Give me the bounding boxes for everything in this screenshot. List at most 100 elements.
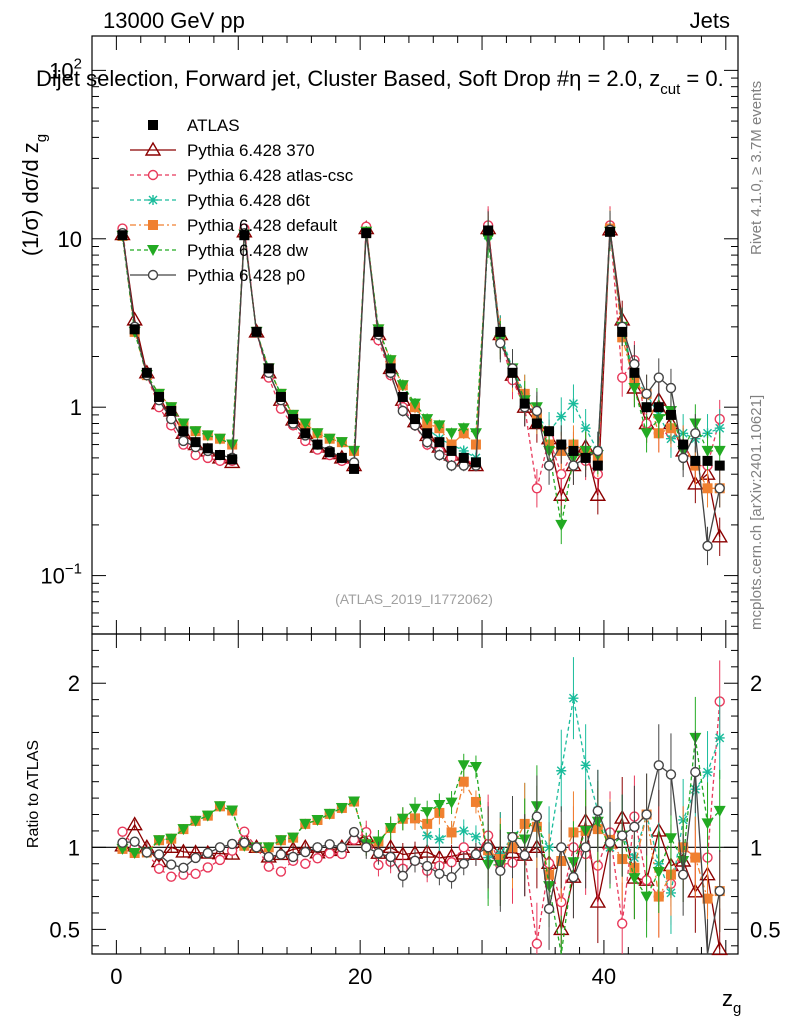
point-pythia-6-428-370 [553, 486, 570, 501]
ratio-line-pythia-6-428-atlas-csc [121, 701, 721, 944]
jets-label: Jets [690, 8, 730, 33]
ratio-point-pythia-6-428-p0 [604, 837, 616, 849]
point-atlas [665, 409, 676, 420]
point-pythia-6-428-p0 [665, 382, 677, 394]
ratio-point-pythia-6-428-p0 [714, 885, 725, 897]
ratio-point-pythia-6-428-p0 [324, 839, 335, 850]
point-atlas [361, 228, 372, 239]
point-atlas [690, 455, 701, 466]
legend-label: Pythia 6.428 p0 [187, 266, 305, 285]
x-tick-label: 0 [110, 964, 122, 989]
ratio-point-pythia-6-428-dw [409, 803, 421, 815]
point-pythia-6-428-p0 [677, 452, 689, 464]
ratio-point-pythia-6-428-p0 [336, 842, 348, 853]
series-layer [114, 206, 728, 566]
ratio-point-pythia-6-428-dw [262, 842, 275, 854]
legend-label: ATLAS [187, 116, 240, 135]
point-pythia-6-428-p0 [421, 436, 433, 448]
legend-marker [148, 220, 158, 230]
point-atlas [251, 326, 262, 337]
ratio-point-pythia-6-428-p0 [348, 826, 360, 838]
point-atlas [519, 398, 530, 409]
ratio-point-pythia-6-428-p0 [178, 862, 189, 874]
ratio-point-pythia-6-428-atlas-csc [263, 861, 274, 872]
point-atlas [397, 391, 408, 402]
point-pythia-6-428-dw [457, 423, 470, 435]
ratio-point-pythia-6-428-d6t [458, 825, 469, 836]
ratio-point-pythia-6-428-dw [445, 797, 458, 809]
ratio-point-pythia-6-428-dw [628, 873, 641, 885]
legend-label: Pythia 6.428 atlas-csc [187, 166, 354, 185]
point-pythia-6-428-atlas-csc [531, 483, 543, 494]
rivet-version-label: Rivet 4.1.0, ≥ 3.7M events [748, 81, 765, 255]
ratio-point-pythia-6-428-atlas-csc [300, 858, 311, 869]
ratio-point-pythia-6-428-p0 [592, 805, 604, 817]
ratio-point-pythia-6-428-p0 [166, 859, 177, 870]
point-atlas [544, 426, 555, 437]
ratio-point-pythia-6-428-p0 [190, 852, 201, 864]
point-pythia-6-428-p0 [653, 372, 664, 383]
point-pythia-6-428-dw [445, 428, 458, 440]
ratio-point-pythia-6-428-default [422, 818, 433, 829]
ratio-point-pythia-6-428-p0 [446, 871, 457, 883]
ratio-point-pythia-6-428-p0 [117, 837, 128, 848]
ratio-point-pythia-6-428-p0 [653, 760, 664, 771]
ratio-point-pythia-6-428-p0 [629, 821, 640, 833]
main-y-tick-base: 10 [49, 58, 73, 83]
point-atlas [312, 439, 323, 450]
point-pythia-6-428-dw [311, 428, 324, 440]
ratio-point-pythia-6-428-dw [287, 832, 300, 844]
legend-label: Pythia 6.428 dw [187, 241, 309, 260]
ratio-point-pythia-6-428-d6t [568, 693, 579, 704]
ratio-point-pythia-6-428-dw [396, 813, 409, 825]
ratio-point-pythia-6-428-atlas-csc [166, 871, 177, 882]
point-atlas [190, 437, 201, 448]
point-atlas [507, 367, 518, 378]
ratio-point-pythia-6-428-atlas-csc [153, 863, 165, 874]
legend-label: Pythia 6.428 default [187, 216, 338, 235]
point-atlas [275, 391, 286, 402]
energy-label: 13000 GeV pp [103, 8, 245, 33]
ratio-point-pythia-6-428-dw [469, 762, 482, 774]
legend-marker [144, 141, 162, 156]
point-pythia-6-428-dw [299, 418, 312, 430]
main-y-tick-base: 10 [40, 564, 64, 589]
plot-title: Dijet selection, Forward jet, Cluster Ba… [36, 66, 724, 98]
point-pythia-6-428-p0 [543, 460, 555, 471]
point-pythia-6-428-p0 [714, 483, 725, 494]
ratio-point-pythia-6-428-dw [664, 833, 677, 845]
point-pythia-6-428-dw [701, 445, 714, 457]
point-pythia-6-428-dw [201, 430, 214, 442]
reference-layer [117, 225, 725, 474]
point-atlas [154, 391, 165, 402]
point-atlas [568, 445, 579, 456]
ratio-point-pythia-6-428-atlas-csc [202, 862, 213, 873]
main-y-tick-exponent: 2 [74, 55, 82, 72]
ratio-point-pythia-6-428-atlas-csc [214, 854, 226, 866]
ratio-point-pythia-6-428-atlas-csc [275, 866, 287, 877]
point-atlas [629, 367, 640, 378]
ratio-point-pythia-6-428-p0 [373, 847, 384, 859]
ratio-point-pythia-6-428-dw [201, 810, 214, 822]
point-atlas [592, 460, 603, 471]
ratio-point-pythia-6-428-p0 [312, 842, 323, 853]
point-atlas [288, 414, 299, 425]
legend-marker [147, 169, 159, 181]
point-pythia-6-428-p0 [641, 388, 652, 400]
point-pythia-6-428-default [446, 439, 457, 450]
point-atlas [324, 447, 335, 458]
point-atlas [446, 445, 457, 456]
point-pythia-6-428-370 [589, 486, 607, 501]
point-pythia-6-428-dw [555, 519, 568, 531]
main-y-tick-label: 10 [58, 227, 82, 252]
point-atlas [580, 452, 591, 463]
main-y-tick-label: 1 [70, 395, 82, 420]
ratio-point-pythia-6-428-dw [189, 815, 202, 827]
point-atlas [263, 363, 274, 374]
legend-label: Pythia 6.428 d6t [187, 191, 310, 210]
point-pythia-6-428-p0 [531, 405, 543, 417]
ratio-line-pythia-6-428-default [122, 780, 721, 900]
point-pythia-6-428-atlas-csc [617, 372, 628, 383]
ratio-point-pythia-6-428-atlas-csc [239, 826, 250, 837]
point-atlas [617, 326, 628, 337]
